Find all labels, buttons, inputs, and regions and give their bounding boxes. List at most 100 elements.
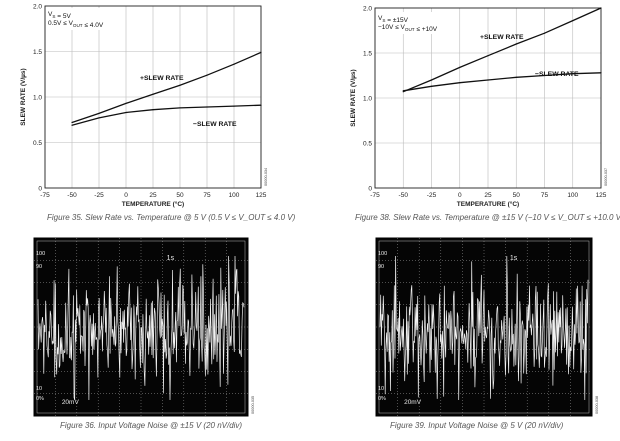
minus-slew-rate-label: −SLEW RATE [193,121,237,128]
figure-code: 00000-035 [251,396,255,414]
marker-90-label: 90 [36,264,42,270]
conditions-text: 0.5V ≤ VOUT ≤ 4.0V [48,20,104,29]
scale-label: 20mV [62,399,80,406]
x-tick-label: 0 [458,192,462,199]
plus-slew-rate-point [600,7,602,9]
marker-10-label: 10 [36,386,42,392]
plus-slew-rate-point [572,20,574,22]
figure-36-panel: 100 90 10 0% 1s 20mV 00000-035 Figure 36. Inpu… [0,232,310,441]
marker-100-label: 100 [36,251,45,257]
plus-slew-rate-label: +SLEW RATE [480,34,524,41]
minus-slew-rate-label: −SLEW RATE [535,71,579,78]
y-tick-label: 0.5 [33,140,42,147]
conditions-text: VS = 5V [48,11,71,20]
noise-trace [379,255,589,401]
marker-0-label: 0% [36,396,44,402]
figure-code: 00000-034 [264,168,268,186]
minus-slew-rate-line [403,72,602,92]
noise-trace [37,255,245,401]
minus-slew-rate-point [600,72,602,74]
plus-slew-rate-point [430,79,433,81]
plus-slew-rate-point [71,121,73,124]
x-tick-label: -50 [67,192,77,199]
x-tick-label: 75 [203,192,211,199]
x-tick-label: -75 [370,192,380,199]
minus-slew-rate-point [179,107,181,109]
figure-35-panel: -75 -50 -25 0 25 50 75 100 125 0 0.5 1.0 1.5 2.0 TEMPE… [0,0,310,230]
plus-slew-rate-point [543,32,546,34]
x-axis-label: TEMPERATURE (°C) [122,200,184,208]
conditions-text: −10V ≤ VOUT ≤ +10V [378,24,438,33]
y-axis-label: SLEW RATE (V/µs) [20,68,27,125]
y-tick-label: 0 [368,185,372,192]
minus-slew-rate-point [152,109,154,111]
marker-100-label: 100 [378,251,387,257]
minus-slew-rate-point [206,106,208,108]
plus-slew-rate-point [98,112,100,114]
slew-rate-chart-15v: -75 -50 -25 0 25 50 75 100 125 0 0.5 1.0 1.5 2.0 TEMPE… [350,5,608,208]
minus-slew-rate-point [260,104,262,106]
plus-slew-rate-point [125,102,127,104]
noise-scope-5v: 100 90 10 0% 1s 20mV 00000-038 [375,237,599,417]
y-tick-label: 1.5 [33,49,42,56]
conditions-box [46,8,112,30]
conditions-text: VS = ±15V [378,15,409,24]
plus-slew-rate-point [515,43,517,45]
y-tick-label: 2.0 [33,3,42,10]
minus-slew-rate-point [98,117,100,119]
plus-slew-rate-line [403,7,602,93]
y-tick-label: 0.5 [363,140,372,147]
minus-slew-rate-point [487,79,489,81]
marker-90-label: 90 [378,264,384,270]
x-tick-label: 125 [256,192,267,199]
x-tick-label: 0 [124,192,128,199]
figure-39-caption: Figure 39. Input Voltage Noise @ 5 V (20… [390,421,564,430]
plus-slew-rate-point [206,74,208,76]
minus-slew-rate-point [125,111,127,114]
figure-36-caption: Figure 36. Input Voltage Noise @ ±15 V (… [60,421,243,430]
figure-code: 00000-037 [604,168,608,186]
plot-frame [374,7,602,189]
minus-slew-rate-point [430,85,433,87]
x-tick-label: -50 [399,192,409,199]
x-tick-label: 75 [541,192,549,199]
y-tick-label: 2.0 [363,5,372,12]
x-tick-label: -75 [40,192,50,199]
x-tick-label: 25 [484,192,492,199]
y-tick-label: 0 [38,185,42,192]
minus-slew-rate-point [459,82,461,84]
plot-frame [44,5,262,189]
plus-slew-rate-point [152,93,154,95]
timebase-label: 1s [167,255,175,262]
y-tick-label: 1.5 [363,50,372,57]
scope-graticule-border [36,240,246,414]
plus-slew-rate-label: +SLEW RATE [140,75,184,82]
scale-label: 20mV [404,399,422,406]
minus-slew-rate-point [572,73,574,75]
minus-slew-rate-point [233,105,235,107]
figure-38-caption: Figure 38. Slew Rate vs. Temperature @ ±… [355,213,620,222]
marker-10-label: 10 [378,386,384,392]
figure-code: 00000-038 [595,396,599,414]
x-tick-label: 25 [149,192,157,199]
minus-slew-rate-point [402,90,404,92]
y-axis-label: SLEW RATE (V/µs) [350,69,357,126]
minus-slew-rate-point [71,124,73,126]
x-tick-label: -25 [427,192,437,199]
x-tick-label: 100 [229,192,240,199]
conditions-box [376,12,456,34]
timebase-label: 1s [510,255,518,262]
plus-slew-rate-point [260,51,262,54]
minus-slew-rate-point [515,76,517,78]
x-axis-label: TEMPERATURE (°C) [457,200,519,208]
plus-slew-rate-point [233,63,235,65]
x-tick-label: -25 [94,192,104,199]
x-tick-label: 50 [513,192,521,199]
plus-slew-rate-point [179,84,181,86]
plus-slew-rate-line [71,51,262,124]
plus-slew-rate-point [459,66,461,68]
marker-0-label: 0% [378,396,386,402]
figure-38-panel: -75 -50 -25 0 25 50 75 100 125 0 0.5 1.0 1.5 2.0 TEMPE… [310,0,620,230]
y-tick-label: 1.0 [33,94,42,101]
minus-slew-rate-point [543,74,546,77]
